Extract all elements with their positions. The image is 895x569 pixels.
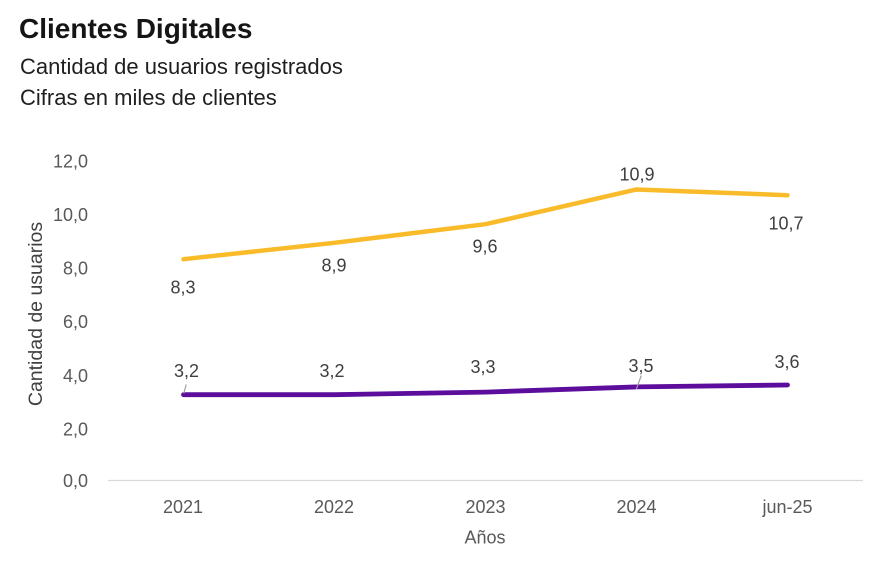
- svg-text:3,6: 3,6: [774, 352, 799, 372]
- svg-text:2023: 2023: [465, 497, 505, 517]
- svg-text:6,0: 6,0: [63, 312, 88, 332]
- svg-text:jun-25: jun-25: [761, 497, 812, 517]
- svg-text:2021: 2021: [163, 497, 203, 517]
- svg-text:Cantidad de usuarios registrad: Cantidad de usuarios registrados: [20, 54, 343, 79]
- svg-text:2,0: 2,0: [63, 419, 88, 439]
- svg-text:4,0: 4,0: [63, 366, 88, 386]
- svg-text:Cifras en miles de clientes: Cifras en miles de clientes: [20, 85, 277, 110]
- svg-text:3,2: 3,2: [319, 361, 344, 381]
- svg-text:2022: 2022: [314, 497, 354, 517]
- svg-text:9,6: 9,6: [472, 236, 497, 256]
- svg-text:0,0: 0,0: [63, 471, 88, 491]
- svg-text:3,2: 3,2: [174, 361, 199, 381]
- svg-text:Años: Años: [464, 528, 505, 548]
- svg-text:10,9: 10,9: [619, 165, 654, 185]
- svg-text:Cantidad de usuarios: Cantidad de usuarios: [25, 222, 47, 407]
- svg-text:8,9: 8,9: [321, 255, 346, 275]
- svg-text:10,7: 10,7: [768, 213, 803, 233]
- svg-text:10,0: 10,0: [53, 205, 88, 225]
- svg-text:3,5: 3,5: [628, 356, 653, 376]
- svg-text:12,0: 12,0: [53, 151, 88, 171]
- svg-text:Clientes Digitales: Clientes Digitales: [19, 13, 252, 44]
- svg-text:2024: 2024: [616, 497, 656, 517]
- svg-text:8,0: 8,0: [63, 258, 88, 278]
- svg-text:3,3: 3,3: [470, 357, 495, 377]
- svg-text:8,3: 8,3: [170, 277, 195, 297]
